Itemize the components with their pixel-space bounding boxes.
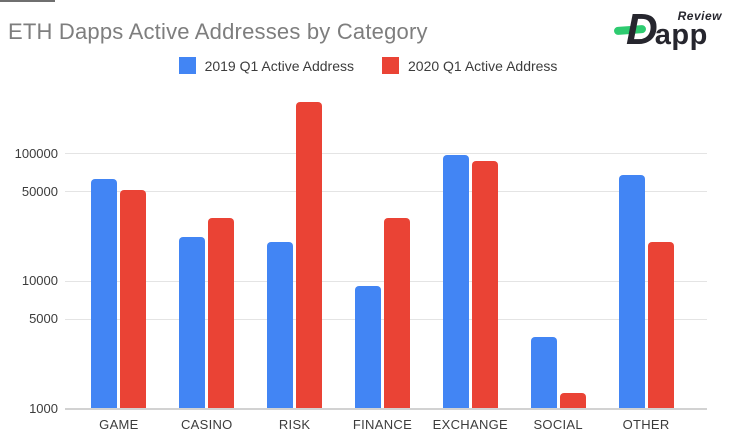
legend-item-2020: 2020 Q1 Active Address [382, 57, 557, 74]
y-tick-label-1000: 1000 [29, 400, 58, 416]
top-border-fragment [0, 0, 55, 2]
bar-2019-social [530, 337, 557, 408]
x-axis-label-casino: CASINO [180, 417, 233, 432]
bar-2020-other [647, 242, 674, 408]
y-tick-label-10000: 10000 [21, 273, 58, 288]
bar-2019-game [91, 179, 118, 408]
legend-label-2020: 2020 Q1 Active Address [408, 57, 558, 74]
x-axis-label-social: SOCIAL [533, 417, 583, 432]
legend-swatch-2020 [382, 57, 399, 74]
bar-2020-risk [296, 102, 323, 408]
logo-letters-app: app [654, 19, 708, 51]
bar-2019-casino [179, 236, 206, 408]
bar-2019-finance [355, 286, 381, 408]
bar-2020-finance [384, 217, 410, 408]
chart-title: ETH Dapps Active Addresses by Category [8, 19, 428, 44]
bar-2020-game [120, 190, 147, 408]
logo-wordmark: Dapp [626, 6, 708, 54]
x-axis-label-risk: RISK [278, 417, 311, 432]
y-tick-label-100000: 100000 [14, 145, 58, 161]
logo-letter-d: D [626, 5, 658, 54]
chart-legend: 2019 Q1 Active Address 2020 Q1 Active Ad… [0, 57, 736, 74]
legend-swatch-2019 [178, 57, 196, 74]
y-tick-label-5000: 5000 [29, 311, 58, 327]
bar-2020-exchange [471, 160, 498, 408]
bar-2020-casino [208, 217, 235, 408]
legend-label-2019: 2019 Q1 Active Address [204, 57, 354, 74]
gridline-50000 [65, 191, 707, 193]
x-axis-label-game: GAME [99, 417, 139, 432]
x-axis-label-finance: FINANCE [352, 417, 413, 432]
dappreview-logo: Dapp Review [612, 4, 728, 60]
gridline-100000 [65, 153, 707, 154]
bar-2019-other [618, 175, 645, 408]
bar-2020-social [559, 393, 586, 408]
legend-item-2019: 2019 Q1 Active Address [178, 57, 354, 74]
x-axis-label-other: OTHER [622, 417, 670, 432]
bar-2019-risk [267, 242, 294, 408]
y-tick-label-50000: 50000 [21, 183, 58, 199]
bar-2019-exchange [442, 154, 469, 408]
x-axis-label-exchange: EXCHANGE [432, 417, 509, 432]
logo-tagline: Review [677, 9, 722, 23]
x-axis-line [65, 408, 707, 410]
